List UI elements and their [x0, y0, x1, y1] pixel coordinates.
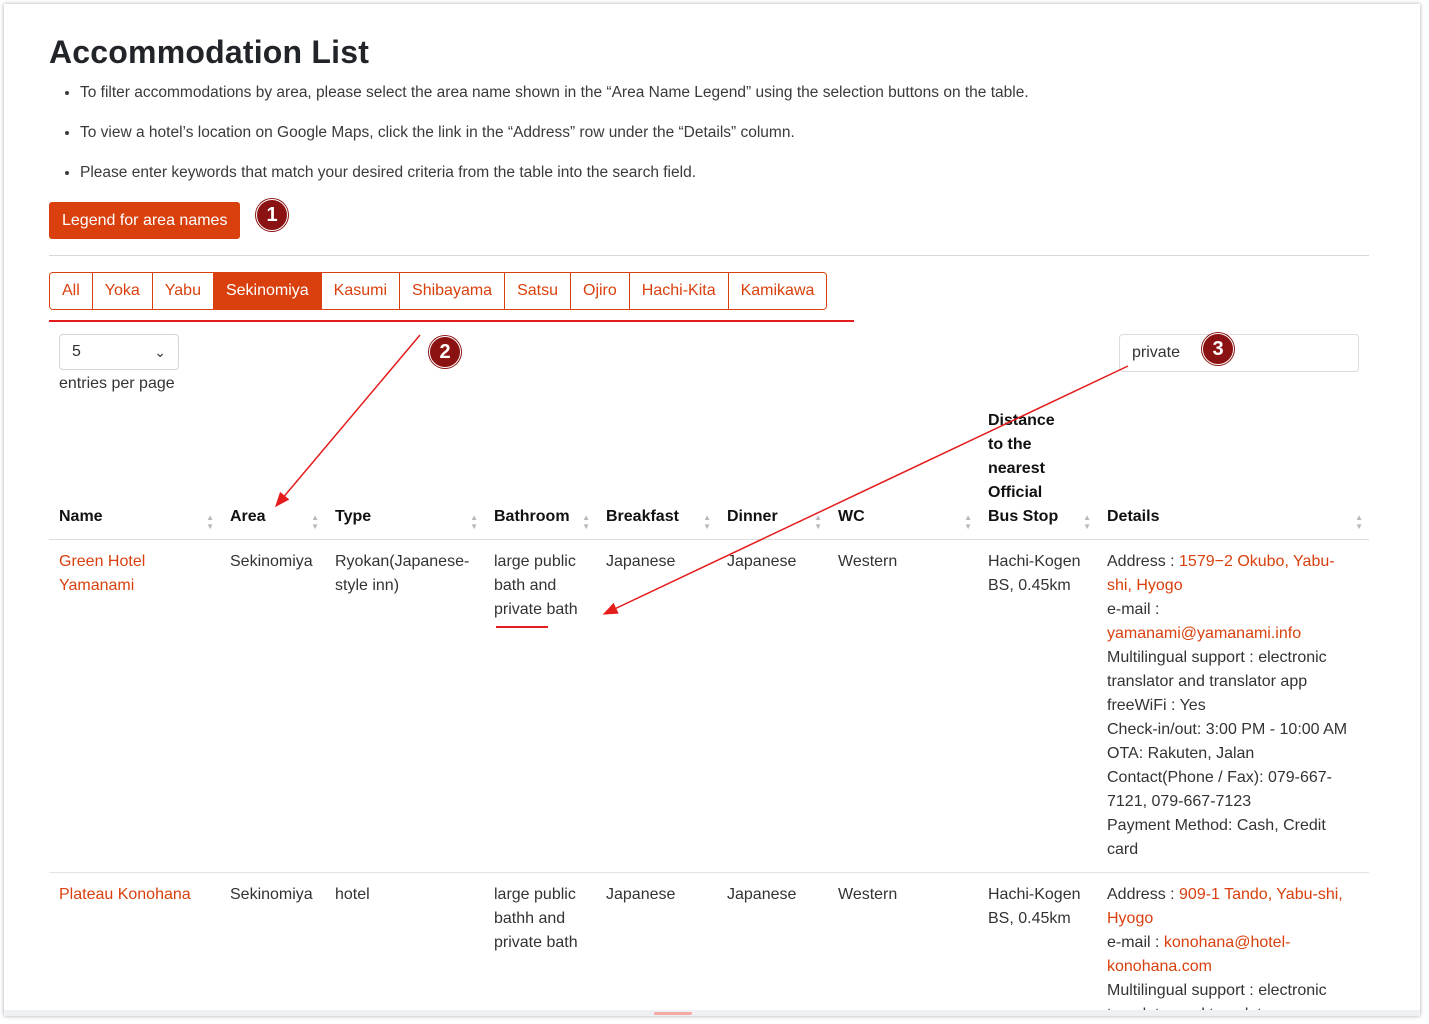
- cell-dinner: Japanese: [717, 539, 828, 873]
- chevron-down-icon: ⌄: [154, 344, 166, 360]
- cell-bathroom: large public bath and private bath: [484, 539, 596, 873]
- annotation-underline-private: [496, 626, 548, 628]
- area-filter-all[interactable]: All: [50, 273, 93, 309]
- cell-wc: Western: [828, 539, 978, 873]
- sort-icon: ▲ ▼: [470, 513, 478, 531]
- page-frame: Accommodation List To filter accommodati…: [4, 4, 1420, 1016]
- divider: [49, 255, 1369, 256]
- email-link[interactable]: yamanami@yamanami.info: [1107, 625, 1302, 642]
- area-filter-yabu[interactable]: Yabu: [152, 273, 214, 309]
- cell-dinner: Japanese: [717, 872, 828, 1016]
- cell-breakfast: Japanese: [596, 872, 717, 1016]
- sort-icon: ▲ ▼: [206, 513, 214, 531]
- sort-icon: ▲ ▼: [1083, 513, 1091, 531]
- table-header-row: Name ▲ ▼ Area ▲ ▼ Type ▲ ▼ Bathroom ▲ ▼ Breakfas…: [49, 409, 1369, 540]
- cell-area: Sekinomiya: [220, 539, 325, 873]
- cell-breakfast: Japanese: [596, 539, 717, 873]
- table-row: Plateau Konohana Sekinomiya hotel large …: [49, 872, 1369, 1016]
- entries-value: 5: [72, 343, 81, 360]
- annotation-marker-2: 2: [429, 336, 461, 368]
- cell-type: hotel: [325, 872, 484, 1016]
- sort-icon: ▲ ▼: [964, 513, 972, 531]
- column-header-bathroom[interactable]: Bathroom ▲ ▼: [484, 409, 596, 540]
- sort-icon: ▲ ▼: [311, 513, 319, 531]
- table-row: Green Hotel Yamanami Sekinomiya Ryokan(J…: [49, 539, 1369, 873]
- instructions-list: To filter accommodations by area, please…: [62, 82, 1029, 202]
- search-input[interactable]: private: [1119, 334, 1359, 372]
- column-header-name[interactable]: Name ▲ ▼: [49, 409, 220, 540]
- area-filter-group: All Yoka Yabu Sekinomiya Kasumi Shibayam…: [49, 272, 828, 310]
- cell-distance: Hachi-Kogen BS, 0.45km: [978, 872, 1097, 1016]
- annotation-marker-3: 3: [1202, 333, 1234, 365]
- sort-icon: ▲ ▼: [582, 513, 590, 531]
- cell-area: Sekinomiya: [220, 872, 325, 1016]
- annotation-marker-1: 1: [256, 199, 288, 231]
- area-filter-sekinomiya[interactable]: Sekinomiya: [213, 273, 322, 309]
- area-filter-ojiro[interactable]: Ojiro: [571, 273, 630, 309]
- column-header-breakfast[interactable]: Breakfast ▲ ▼: [596, 409, 717, 540]
- horizontal-scrollbar[interactable]: [4, 1010, 1420, 1016]
- column-header-distance[interactable]: Distance to the nearest Official Bus Sto…: [978, 409, 1097, 540]
- area-filter-hachi-kita[interactable]: Hachi-Kita: [629, 273, 729, 309]
- address-link[interactable]: 909-1 Tando, Yabu-shi, Hyogo: [1107, 886, 1343, 927]
- sort-icon: ▲ ▼: [1355, 513, 1363, 531]
- legend-for-area-names-button[interactable]: Legend for area names: [49, 202, 241, 239]
- entries-per-page-select[interactable]: 5 ⌄: [59, 334, 179, 370]
- cell-bathroom: large public bathh and private bath: [484, 872, 596, 1016]
- area-filter-shibayama[interactable]: Shibayama: [400, 273, 506, 309]
- column-header-dinner[interactable]: Dinner ▲ ▼: [717, 409, 828, 540]
- hotel-name-link[interactable]: Green Hotel Yamanami: [59, 553, 146, 594]
- search-input-value: private: [1132, 344, 1181, 361]
- email-link[interactable]: konohana@hotel-konohana.com: [1107, 934, 1291, 975]
- accommodation-table: Name ▲ ▼ Area ▲ ▼ Type ▲ ▼ Bathroom ▲ ▼ Breakfas…: [49, 409, 1369, 1016]
- page-title: Accommodation List: [49, 34, 370, 70]
- sort-icon: ▲ ▼: [814, 513, 822, 531]
- area-filter-kasumi[interactable]: Kasumi: [321, 273, 401, 309]
- hotel-name-link[interactable]: Plateau Konohana: [59, 886, 191, 903]
- entries-per-page-label: entries per page: [59, 375, 175, 392]
- instruction-item: Please enter keywords that match your de…: [80, 162, 1029, 202]
- cell-distance: Hachi-Kogen BS, 0.45km: [978, 539, 1097, 873]
- cell-details: Address : 1579−2 Okubo, Yabu-shi, Hyogo …: [1097, 539, 1369, 873]
- cell-details: Address : 909-1 Tando, Yabu-shi, Hyogo e…: [1097, 872, 1369, 1016]
- cell-wc: Western: [828, 872, 978, 1016]
- column-header-details[interactable]: Details ▲ ▼: [1097, 409, 1369, 540]
- annotation-underline-filters: [49, 320, 854, 322]
- area-filter-yoka[interactable]: Yoka: [92, 273, 153, 309]
- instruction-item: To filter accommodations by area, please…: [80, 82, 1029, 122]
- sort-icon: ▲ ▼: [703, 513, 711, 531]
- instruction-item: To view a hotel’s location on Google Map…: [80, 122, 1029, 162]
- column-header-wc[interactable]: WC ▲ ▼: [828, 409, 978, 540]
- area-filter-satsu[interactable]: Satsu: [505, 273, 571, 309]
- scrollbar-thumb[interactable]: [654, 1012, 692, 1015]
- cell-type: Ryokan(Japanese-style inn): [325, 539, 484, 873]
- column-header-type[interactable]: Type ▲ ▼: [325, 409, 484, 540]
- area-filter-kamikawa[interactable]: Kamikawa: [728, 273, 827, 309]
- column-header-area[interactable]: Area ▲ ▼: [220, 409, 325, 540]
